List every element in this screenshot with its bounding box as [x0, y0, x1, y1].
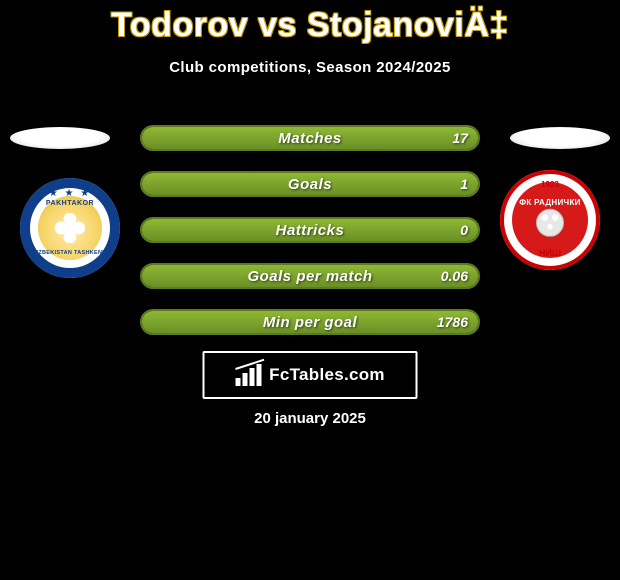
stat-row: Matches17 — [140, 125, 480, 151]
stat-value: 1786 — [437, 311, 468, 333]
date-text: 20 january 2025 — [0, 410, 620, 427]
stat-label: Hattricks — [142, 219, 478, 241]
watermark-box: FcTables.com — [203, 351, 418, 399]
left-team-crest: ★ ★ ★ PAKHTAKOR UZBEKISTAN TASHKENT — [20, 178, 120, 278]
stat-value: 1 — [460, 173, 468, 195]
stats-panel: Matches17 Goals1 Hattricks0 Goals per match… — [140, 125, 480, 355]
stat-row: Min per goal1786 — [140, 309, 480, 335]
stat-row: Goals1 — [140, 171, 480, 197]
watermark-text: FcTables.com — [269, 365, 385, 385]
stat-row: Goals per match0.06 — [140, 263, 480, 289]
stat-label: Min per goal — [142, 311, 478, 333]
chart-icon — [235, 364, 265, 386]
right-player-disc — [510, 127, 610, 149]
page-title: Todorov vs StojanoviÄ‡ — [0, 0, 620, 45]
stat-label: Goals per match — [142, 265, 478, 287]
stat-value: 0.06 — [441, 265, 468, 287]
left-player-disc — [10, 127, 110, 149]
right-team-crest: 1923 ФК РАДНИЧКИ НИШ — [500, 170, 600, 270]
stat-label: Matches — [142, 127, 478, 149]
stat-row: Hattricks0 — [140, 217, 480, 243]
stat-label: Goals — [142, 173, 478, 195]
stat-value: 17 — [452, 127, 468, 149]
page-subtitle: Club competitions, Season 2024/2025 — [0, 59, 620, 76]
stat-value: 0 — [460, 219, 468, 241]
